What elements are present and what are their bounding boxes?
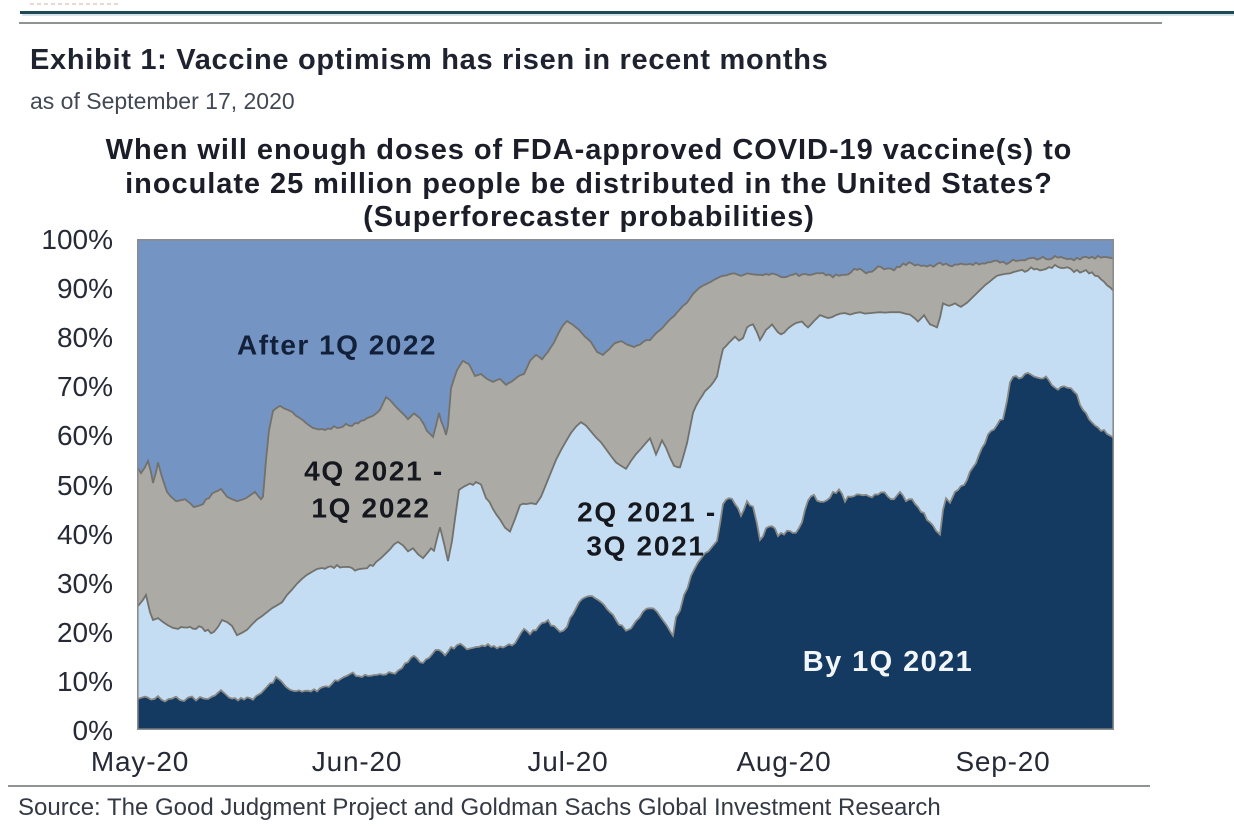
svg-text:3Q 2021: 3Q 2021 bbox=[586, 531, 705, 562]
svg-text:2Q 2021 -: 2Q 2021 - bbox=[577, 497, 717, 528]
svg-text:By 1Q 2021: By 1Q 2021 bbox=[803, 646, 973, 678]
svg-text:After 1Q 2022: After 1Q 2022 bbox=[237, 330, 437, 361]
svg-text:1Q 2022: 1Q 2022 bbox=[311, 493, 430, 524]
svg-text:4Q 2021 -: 4Q 2021 - bbox=[304, 456, 444, 487]
